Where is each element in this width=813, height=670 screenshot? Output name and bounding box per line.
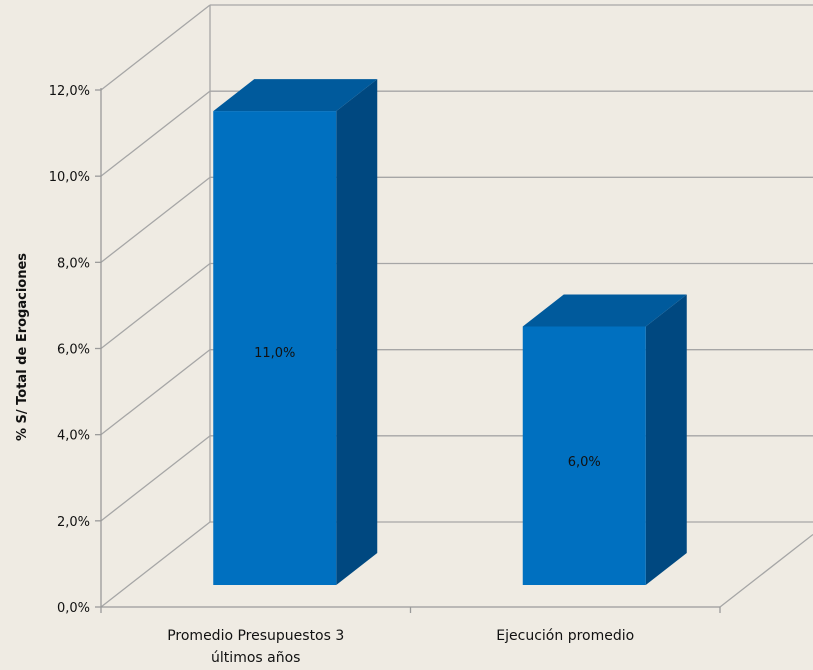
y-tick-label: 8,0% (57, 256, 90, 271)
bar (522, 326, 646, 585)
bar (213, 111, 337, 585)
gridline-depth (100, 262, 211, 350)
gridline-depth (100, 4, 211, 91)
x-category-label: Ejecución promedio (496, 628, 634, 644)
gridline-depth (100, 176, 211, 263)
bar-top (213, 79, 378, 112)
y-tick-label: 12,0% (49, 84, 90, 99)
y-axis-title: % S/ Total de Erogaciones (15, 253, 30, 441)
data-label: 11,0% (254, 346, 295, 361)
bar-top (522, 294, 687, 327)
label-layer: 0,0% 2,0% 4,0% 6,0% 8,0% 10,0% 12,0% 11,0% Prome… (49, 84, 635, 666)
y-tick-label: 2,0% (57, 515, 90, 530)
y-tick-label: 0,0% (57, 601, 90, 616)
axis-layer (95, 88, 721, 613)
y-tick-label: 6,0% (57, 343, 90, 358)
x-category-label: últimos años (211, 650, 300, 666)
data-label: 6,0% (568, 455, 601, 470)
y-tick-label: 10,0% (49, 170, 90, 185)
x-category-label: Promedio Presupuestos 3 (167, 628, 344, 644)
floor-right-edge (719, 533, 813, 608)
gridline-depth (100, 521, 211, 608)
y-tick-label: 4,0% (57, 429, 90, 444)
bar-side (336, 79, 378, 585)
gridline-depth (100, 435, 211, 522)
gridline-depth (100, 90, 211, 177)
bar-layer (213, 79, 687, 585)
bar-side (645, 294, 687, 585)
gridline-depth (100, 349, 211, 436)
